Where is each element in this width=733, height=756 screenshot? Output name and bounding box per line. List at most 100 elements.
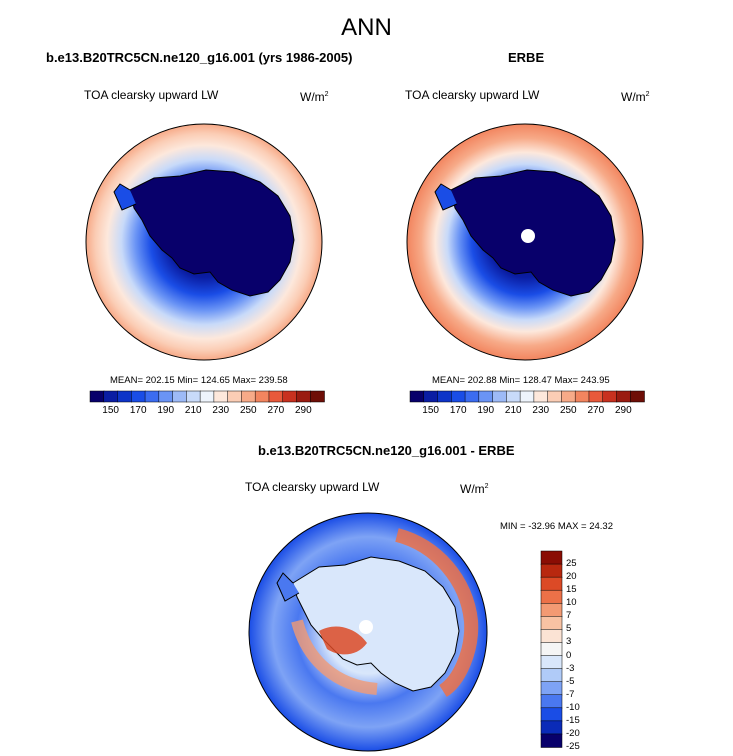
colorbar-swatch — [540, 681, 563, 696]
panel-model-peninsula — [113, 183, 137, 211]
colorbar-tick-label: 170 — [129, 405, 147, 416]
colorbar-swatch — [478, 390, 494, 403]
colorbar-swatch — [437, 390, 453, 403]
colorbar-swatch — [268, 390, 284, 403]
colorbar-tick-label: 190 — [477, 405, 495, 416]
colorbar-swatch — [172, 390, 188, 403]
panel-diff-ring-positive-w — [291, 619, 378, 695]
colorbar-swatch — [199, 390, 215, 403]
colorbar-swatch — [254, 390, 270, 403]
panel-diff-map — [248, 512, 488, 752]
colorbar-swatch — [282, 390, 298, 403]
colorbar-tick-label: 3 — [566, 636, 572, 648]
colorbar-swatch — [602, 390, 618, 403]
colorbar-swatch — [533, 390, 549, 403]
colorbar-swatch — [103, 390, 119, 403]
colorbar-tick-label: 15 — [566, 584, 577, 596]
colorbar-swatch — [540, 733, 563, 748]
panel-obs-units: W/m2 — [621, 90, 650, 104]
panel-obs-variable: TOA clearsky upward LW — [405, 88, 540, 102]
colorbar-swatch — [540, 629, 563, 644]
colorbar-swatch — [588, 390, 604, 403]
colorbar-swatch — [540, 655, 563, 670]
panel-obs-colorbar — [409, 390, 645, 403]
colorbar-swatch — [309, 390, 325, 403]
panel-model-colorbar — [89, 390, 325, 403]
colorbar-tick-label: 290 — [615, 405, 632, 416]
panel-diff-ring-positive — [395, 528, 479, 697]
colorbar-tick-label: 5 — [566, 623, 572, 635]
colorbar-swatch — [227, 390, 243, 403]
colorbar-swatch — [131, 390, 146, 403]
colorbar-swatch — [296, 390, 311, 403]
colorbar-swatch — [451, 390, 466, 403]
colorbar-swatch — [574, 390, 590, 403]
colorbar-tick-label: 150 — [422, 405, 439, 416]
colorbar-swatch — [144, 390, 160, 403]
panel-model-variable: TOA clearsky upward LW — [84, 88, 219, 102]
colorbar-swatch — [540, 668, 563, 683]
colorbar-swatch — [423, 390, 439, 403]
colorbar-tick-label: 250 — [239, 405, 257, 416]
colorbar-swatch — [616, 390, 631, 403]
panel-diff-variable: TOA clearsky upward LW — [245, 480, 380, 494]
panel-obs-map — [406, 123, 644, 361]
colorbar-tick-label: 0 — [566, 649, 572, 661]
figure-title: ANN — [341, 14, 392, 41]
colorbar-tick-label: -15 — [566, 714, 580, 726]
panel-model-coastline — [129, 169, 295, 297]
colorbar-swatch — [540, 707, 563, 722]
colorbar-swatch — [540, 694, 563, 709]
colorbar-tick-label: 290 — [295, 405, 312, 416]
colorbar-swatch — [540, 576, 563, 591]
colorbar-tick-label: 210 — [184, 405, 202, 416]
colorbar-tick-label: 170 — [449, 405, 467, 416]
colorbar-tick-label: -7 — [566, 688, 575, 700]
colorbar-swatch — [117, 390, 133, 403]
colorbar-swatch — [540, 589, 563, 605]
panel-model-colorbar-ticks: 150 170 190 210 230 250 270 290 — [90, 405, 324, 419]
colorbar-tick-label: -10 — [566, 701, 580, 713]
panel-model-title: b.e13.B20TRC5CN.ne120_g16.001 (yrs 1986-… — [46, 50, 353, 65]
colorbar-tick-label: 150 — [102, 405, 119, 416]
colorbar-swatch — [519, 390, 535, 403]
panel-obs-peninsula — [434, 183, 458, 211]
colorbar-tick-label: 230 — [532, 405, 550, 416]
panel-model-units: W/m2 — [300, 90, 329, 104]
panel-obs-title: ERBE — [508, 50, 545, 65]
panel-diff-peninsula — [276, 572, 300, 602]
panel-diff-stats: MIN = -32.96 MAX = 24.32 — [500, 521, 614, 532]
panel-diff-units: W/m2 — [460, 482, 489, 496]
colorbar-swatch — [540, 616, 563, 631]
panel-diff-positive-patch — [319, 626, 367, 655]
colorbar-swatch — [241, 390, 256, 403]
colorbar-swatch — [540, 550, 563, 565]
panel-diff-coastline — [292, 556, 460, 692]
colorbar-tick-label: -5 — [566, 675, 575, 687]
colorbar-swatch — [629, 390, 645, 403]
colorbar-tick-label: 25 — [566, 558, 577, 570]
colorbar-swatch — [492, 390, 508, 403]
colorbar-swatch — [540, 642, 563, 657]
colorbar-tick-label: -3 — [566, 662, 575, 674]
colorbar-tick-label: 250 — [559, 405, 577, 416]
colorbar-tick-label: 210 — [504, 405, 522, 416]
panel-diff-pole-hole — [359, 620, 373, 634]
colorbar-tick-label: 10 — [566, 597, 577, 609]
colorbar-swatch — [186, 390, 201, 403]
colorbar-tick-label: -25 — [566, 741, 580, 752]
colorbar-swatch — [540, 720, 563, 735]
panel-model-stats: MEAN= 202.15 Min= 124.65 Max= 239.58 — [110, 375, 288, 386]
colorbar-tick-label: -20 — [566, 727, 580, 739]
colorbar-tick-label: 7 — [566, 610, 572, 622]
colorbar-swatch — [561, 390, 576, 403]
panel-diff-title: b.e13.B20TRC5CN.ne120_g16.001 - ERBE — [258, 443, 515, 458]
colorbar-swatch — [409, 390, 425, 403]
colorbar-tick-label: 190 — [157, 405, 175, 416]
colorbar-swatch — [547, 390, 563, 403]
colorbar-tick-label: 20 — [566, 571, 577, 583]
panel-model-map — [85, 123, 323, 361]
colorbar-swatch — [158, 390, 174, 403]
colorbar-swatch — [540, 563, 563, 578]
panel-obs-colorbar-ticks: 150 170 190 210 230 250 270 290 — [410, 405, 644, 419]
